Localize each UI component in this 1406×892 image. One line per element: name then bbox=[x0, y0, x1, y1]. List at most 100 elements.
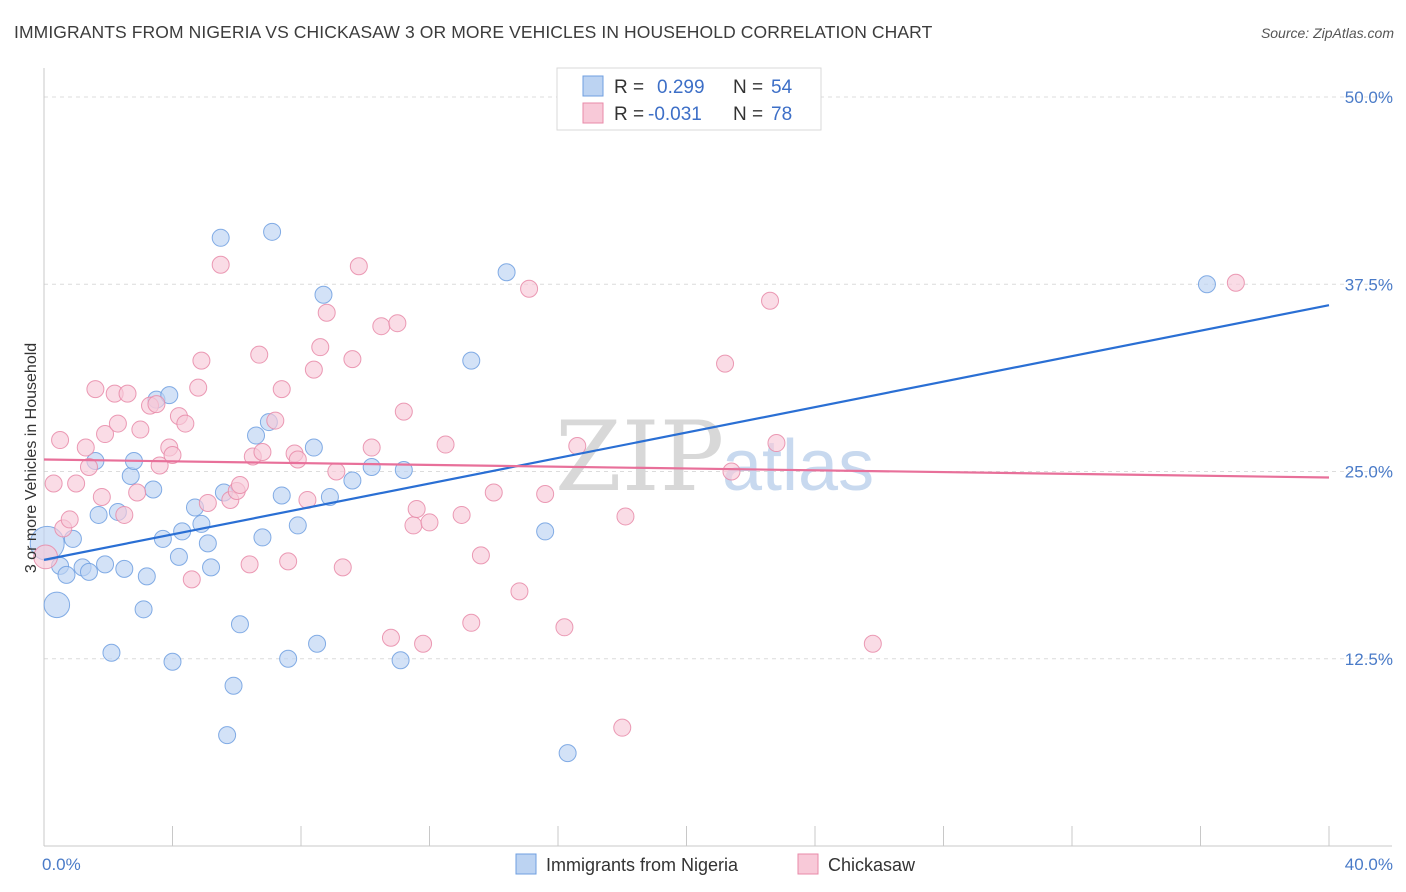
chickasaw-point-53 bbox=[394, 402, 413, 421]
chickasaw-point-25 bbox=[189, 378, 208, 397]
nigeria-point-45 bbox=[362, 458, 381, 477]
grid-lines bbox=[44, 96, 1392, 660]
axes bbox=[43, 68, 1392, 847]
chickasaw-point-58 bbox=[436, 435, 455, 454]
chickasaw-point-51 bbox=[381, 628, 400, 647]
chickasaw-point-54 bbox=[404, 516, 423, 535]
legend-label-chickasaw: Chickasaw bbox=[828, 855, 916, 875]
nigeria-point-41 bbox=[308, 634, 327, 653]
chickasaw-point-50 bbox=[372, 317, 391, 336]
nigeria-point-27 bbox=[202, 558, 221, 577]
chickasaw-point-63 bbox=[510, 582, 529, 601]
nigeria-point-33 bbox=[247, 426, 266, 445]
chickasaw-point-36 bbox=[266, 411, 285, 430]
nigeria-point-48 bbox=[462, 351, 481, 370]
chickasaw-point-32 bbox=[240, 555, 259, 574]
chickasaw-point-64 bbox=[520, 279, 539, 298]
y-tick-label-2: 37.5% bbox=[1345, 275, 1393, 294]
legend-n-value-pink: 78 bbox=[771, 104, 792, 125]
legend-n-label-blue: N = bbox=[733, 77, 763, 98]
chickasaw-point-49 bbox=[362, 438, 381, 457]
chickasaw-point-26 bbox=[192, 351, 211, 370]
chickasaw-point-10 bbox=[96, 425, 115, 444]
chickasaw-point-75 bbox=[1226, 273, 1245, 292]
chickasaw-point-45 bbox=[327, 462, 346, 481]
nigeria-point-47 bbox=[394, 461, 413, 480]
y-tick-label-1: 25.0% bbox=[1345, 463, 1393, 482]
chickasaw-point-2 bbox=[51, 431, 70, 450]
nigeria-point-38 bbox=[279, 649, 298, 668]
nigeria-point-15 bbox=[102, 643, 121, 662]
chickasaw-point-68 bbox=[613, 718, 632, 737]
nigeria-point-36 bbox=[263, 222, 282, 241]
nigeria-point-39 bbox=[288, 516, 307, 535]
y-tick-label-0: 12.5% bbox=[1345, 650, 1393, 669]
nigeria-point-34 bbox=[253, 528, 272, 547]
nigeria-point-32 bbox=[230, 615, 249, 634]
chart-title: IMMIGRANTS FROM NIGERIA VS CHICKASAW 3 O… bbox=[14, 22, 933, 42]
nigeria-point-44 bbox=[343, 471, 362, 490]
chickasaw-point-15 bbox=[128, 483, 147, 502]
legend-swatch-chickasaw bbox=[797, 853, 819, 875]
chickasaw-point-1 bbox=[44, 474, 63, 493]
nigeria-point-49 bbox=[497, 263, 516, 282]
nigeria-point-26 bbox=[198, 534, 217, 553]
watermark: ZIP atlas bbox=[555, 401, 874, 513]
watermark-atlas: atlas bbox=[722, 426, 874, 506]
nigeria-point-9 bbox=[96, 555, 115, 574]
chickasaw-point-70 bbox=[716, 354, 735, 373]
nigeria-point-1 bbox=[43, 591, 71, 619]
x-tick-label-1: 40.0% bbox=[1345, 855, 1393, 874]
chickasaw-point-66 bbox=[555, 618, 574, 637]
chickasaw-point-52 bbox=[388, 314, 407, 333]
nigeria-point-20 bbox=[160, 386, 179, 405]
legend-r-value-blue: 0.299 bbox=[657, 77, 705, 98]
nigeria-point-17 bbox=[144, 480, 163, 499]
chickasaw-point-35 bbox=[253, 443, 272, 462]
y-tick-label-3: 50.0% bbox=[1345, 88, 1393, 107]
nigeria-point-11 bbox=[115, 559, 134, 578]
chickasaw-point-57 bbox=[420, 513, 439, 532]
nigeria-point-3 bbox=[57, 565, 76, 584]
chickasaw-point-72 bbox=[761, 291, 780, 310]
legend-n-value-blue: 54 bbox=[771, 77, 793, 98]
chickasaw-point-5 bbox=[67, 474, 86, 493]
tick-labels: 12.5% 25.0% 37.5% 50.0% 0.0% 40.0% bbox=[42, 88, 1393, 874]
nigeria-point-25 bbox=[163, 652, 182, 671]
source-credit: Source: ZipAtlas.com bbox=[1260, 25, 1394, 41]
chickasaw-point-60 bbox=[462, 613, 481, 632]
nigeria-point-51 bbox=[558, 744, 577, 763]
nigeria-point-19 bbox=[153, 529, 172, 548]
chickasaw-point-46 bbox=[333, 558, 352, 577]
chickasaw-point-23 bbox=[176, 414, 195, 433]
chickasaw-point-48 bbox=[349, 257, 368, 276]
chickasaw-point-4 bbox=[60, 510, 79, 529]
x-tick-label-0: 0.0% bbox=[42, 855, 81, 874]
chickasaw-point-8 bbox=[86, 380, 105, 399]
chickasaw-point-38 bbox=[279, 552, 298, 571]
nigeria-point-14 bbox=[134, 600, 153, 619]
legend-swatch-pink bbox=[582, 102, 604, 124]
chickasaw-point-16 bbox=[131, 420, 150, 439]
y-axis-label: 3 or more Vehicles in Household bbox=[23, 343, 40, 573]
chickasaw-point-47 bbox=[343, 350, 362, 369]
chickasaw-point-9 bbox=[92, 487, 111, 506]
chickasaw-point-43 bbox=[311, 338, 330, 357]
nigeria-point-12 bbox=[121, 466, 140, 485]
nigeria-point-16 bbox=[137, 567, 156, 586]
chickasaw-point-12 bbox=[108, 414, 127, 433]
chickasaw-point-31 bbox=[230, 475, 249, 494]
nigeria-point-6 bbox=[79, 562, 98, 581]
nigeria-point-43 bbox=[320, 487, 339, 506]
nigeria-point-31 bbox=[224, 676, 243, 695]
chickasaw-point-44 bbox=[317, 303, 336, 322]
chickasaw-point-56 bbox=[414, 634, 433, 653]
chickasaw-point-6 bbox=[76, 438, 95, 457]
chickasaw-point-55 bbox=[407, 499, 426, 518]
correlation-legend: R = 0.299 N = 54 R = -0.031 N = 78 bbox=[556, 67, 822, 131]
nigeria-point-40 bbox=[304, 438, 323, 457]
nigeria-point-50 bbox=[536, 522, 555, 541]
nigeria-point-46 bbox=[391, 651, 410, 670]
series-chickasaw-points bbox=[33, 255, 1245, 737]
